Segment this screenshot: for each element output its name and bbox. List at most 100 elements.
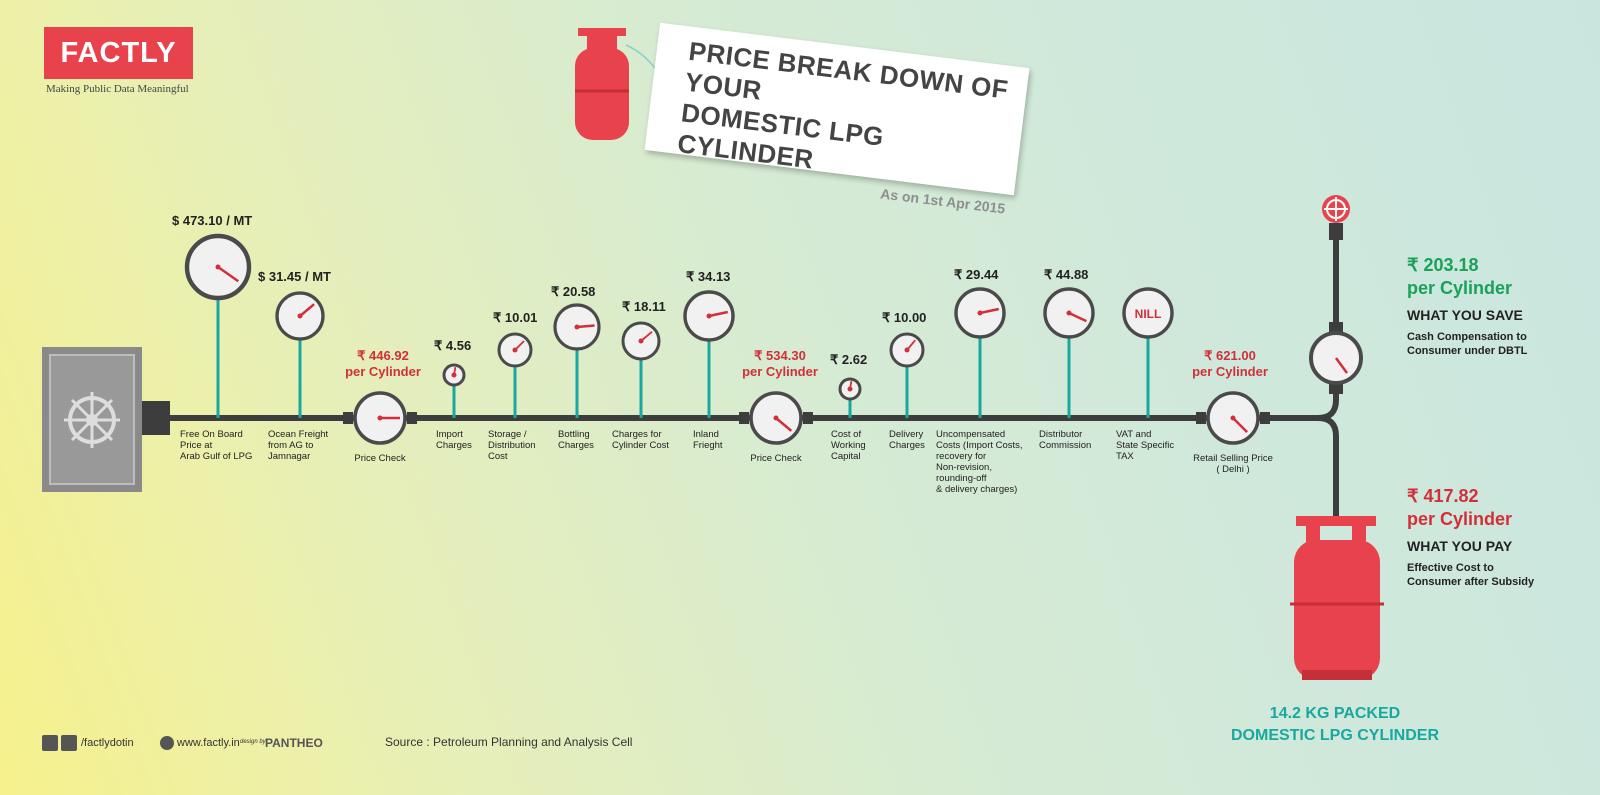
stage-label-line: from AG to	[268, 440, 314, 451]
factly-logo[interactable]	[44, 27, 193, 79]
stage-value: ₹ 4.56	[434, 338, 472, 353]
checkpoint-value: ₹ 446.92	[357, 348, 409, 363]
gauge-needle	[299, 303, 315, 317]
stage-label-line: VAT and	[1116, 429, 1152, 440]
stage-value: $ 31.45 / MT	[258, 269, 331, 284]
stage-label-line: Import	[436, 429, 463, 440]
gauge-needle	[708, 310, 729, 318]
stage-label-line: Distribution	[488, 440, 536, 451]
stage-label: Storage / Distribution Cost	[488, 429, 536, 462]
stage-label-line: Bottling	[558, 429, 590, 440]
save-desc-1: Cash Compensation to	[1407, 331, 1527, 343]
stage-label-line: Storage /	[488, 429, 527, 440]
stage-value: ₹ 29.44	[954, 267, 999, 282]
caption-line-1: 14.2 KG PACKED	[1269, 705, 1401, 722]
stage-label: Import Charges	[436, 429, 472, 451]
gauge-needle	[1068, 311, 1087, 323]
gauge-needle	[217, 265, 240, 283]
stage-label: Price Check	[335, 453, 425, 464]
stage-label-line: rounding-off	[936, 473, 987, 484]
stage-label: Price Check	[731, 453, 821, 464]
checkpoint-unit: per Cylinder	[742, 364, 818, 379]
stage-value: ₹ 10.00	[882, 310, 927, 325]
stage-label: Retail Selling Price( Delhi )	[1188, 453, 1278, 475]
lpg-cylinder-bottom-icon	[1290, 516, 1384, 680]
stage-label-line: Uncompensated	[936, 429, 1006, 440]
stage-label-line: Ocean Freight	[268, 429, 329, 440]
stage-value: ₹ 10.01	[493, 310, 538, 325]
stage-label-line: Retail Selling Price	[1193, 453, 1273, 464]
stage-label-line: Frieght	[693, 440, 723, 451]
cylinder-caption: 14.2 KG PACKED DOMESTIC LPG CYLINDER	[1205, 703, 1465, 747]
stage-label: Charges for Cylinder Cost	[612, 429, 669, 451]
source-text: Source : Petroleum Planning and Analysis…	[385, 735, 633, 749]
stage-label-line: Price at	[180, 440, 213, 451]
caption-line-2: DOMESTIC LPG CYLINDER	[1230, 727, 1439, 744]
stage-label-line: Capital	[831, 451, 861, 462]
stage-value: ₹ 34.13	[686, 269, 731, 284]
gauge-needle	[1232, 417, 1249, 434]
pay-amount: ₹ 417.82	[1407, 486, 1479, 506]
pay-desc-2: Consumer after Subsidy	[1407, 576, 1535, 588]
stage-value: ₹ 18.11	[622, 299, 666, 314]
stage-label: Cost of Working Capital	[831, 429, 866, 462]
valve-wheel-icon	[1322, 195, 1350, 240]
checkpoint-unit: per Cylinder	[1192, 364, 1268, 379]
stage-label-line: Commission	[1039, 440, 1092, 451]
stage-label-line: & delivery charges)	[936, 484, 1018, 495]
stage-label-line: Charges for	[612, 429, 662, 440]
stage-label-line: Free On Board	[180, 429, 243, 440]
stage-label-line: Price Check	[354, 453, 406, 464]
stage-label-line: Arab Gulf of LPG	[180, 451, 253, 462]
stage-label-line: Charges	[558, 440, 594, 451]
twitter-icon[interactable]	[42, 735, 58, 751]
stage-label-line: Cost of	[831, 429, 862, 440]
stage-label-line: Cost	[488, 451, 508, 462]
checkpoint-value: ₹ 621.00	[1204, 348, 1256, 363]
stage-label-line: Delivery	[889, 429, 924, 440]
stage-label: Uncompensated Costs (Import Costs, recover…	[936, 429, 1023, 495]
social-handle[interactable]: /factlydotin	[81, 737, 134, 749]
checkpoint-unit: per Cylinder	[345, 364, 421, 379]
stage-label: Distributor Commission	[1039, 429, 1091, 451]
gauge-needle	[576, 324, 595, 329]
save-desc-2: Consumer under DBTL	[1407, 345, 1528, 357]
stage-label-line: ( Delhi )	[1216, 464, 1250, 475]
footer: /factlydotin www.factly.in design by PAN…	[40, 733, 740, 755]
checkpoint-price: ₹ 534.30 per Cylinder	[730, 348, 830, 380]
checkpoint-price: ₹ 446.92 per Cylinder	[333, 348, 433, 380]
stage-label: Ocean Freight from AG to Jamnagar	[268, 429, 328, 462]
globe-icon	[160, 736, 174, 750]
gauge-needle	[979, 307, 1000, 315]
stage-label-line: Charges	[889, 440, 925, 451]
stage-label-line: State Specific	[1116, 440, 1175, 451]
checkpoint-price: ₹ 621.00 per Cylinder	[1180, 348, 1280, 380]
pay-desc-1: Effective Cost to	[1407, 562, 1494, 574]
stage-label: Bottling Charges	[558, 429, 594, 451]
stage-label: Free On Board Price at Arab Gulf of LPG	[180, 429, 252, 462]
pay-unit: per Cylinder	[1407, 509, 1513, 529]
stage-label-line: Charges	[436, 440, 472, 451]
save-unit: per Cylinder	[1407, 278, 1513, 298]
save-amount: ₹ 203.18	[1407, 255, 1479, 275]
save-heading: WHAT YOU SAVE	[1407, 307, 1523, 323]
pressure-gauge-icon	[1122, 287, 1174, 339]
stage-label-line: Non-revision,	[936, 462, 992, 473]
stage-value: $ 473.10 / MT	[172, 213, 253, 228]
stage-label-line: Price Check	[750, 453, 802, 464]
stage-value: ₹ 44.88	[1044, 267, 1089, 282]
nill-text: NILL	[1135, 307, 1162, 321]
checkpoint-value: ₹ 534.30	[754, 348, 806, 363]
stage-value: ₹ 2.62	[830, 352, 868, 367]
stage-label-line: Cylinder Cost	[612, 440, 670, 451]
logo-text: FACTLY	[60, 37, 177, 69]
tagline: Making Public Data Meaningful	[46, 83, 189, 95]
pay-heading: WHAT YOU PAY	[1407, 538, 1513, 554]
website-link[interactable]: www.factly.in	[177, 737, 240, 749]
stage-label-line: Working	[831, 440, 866, 451]
stage-label: Delivery Charges	[889, 429, 925, 451]
stage-label-line: Jamnagar	[268, 451, 311, 462]
stage-label-line: recovery for	[936, 451, 987, 462]
facebook-icon[interactable]	[61, 735, 77, 751]
